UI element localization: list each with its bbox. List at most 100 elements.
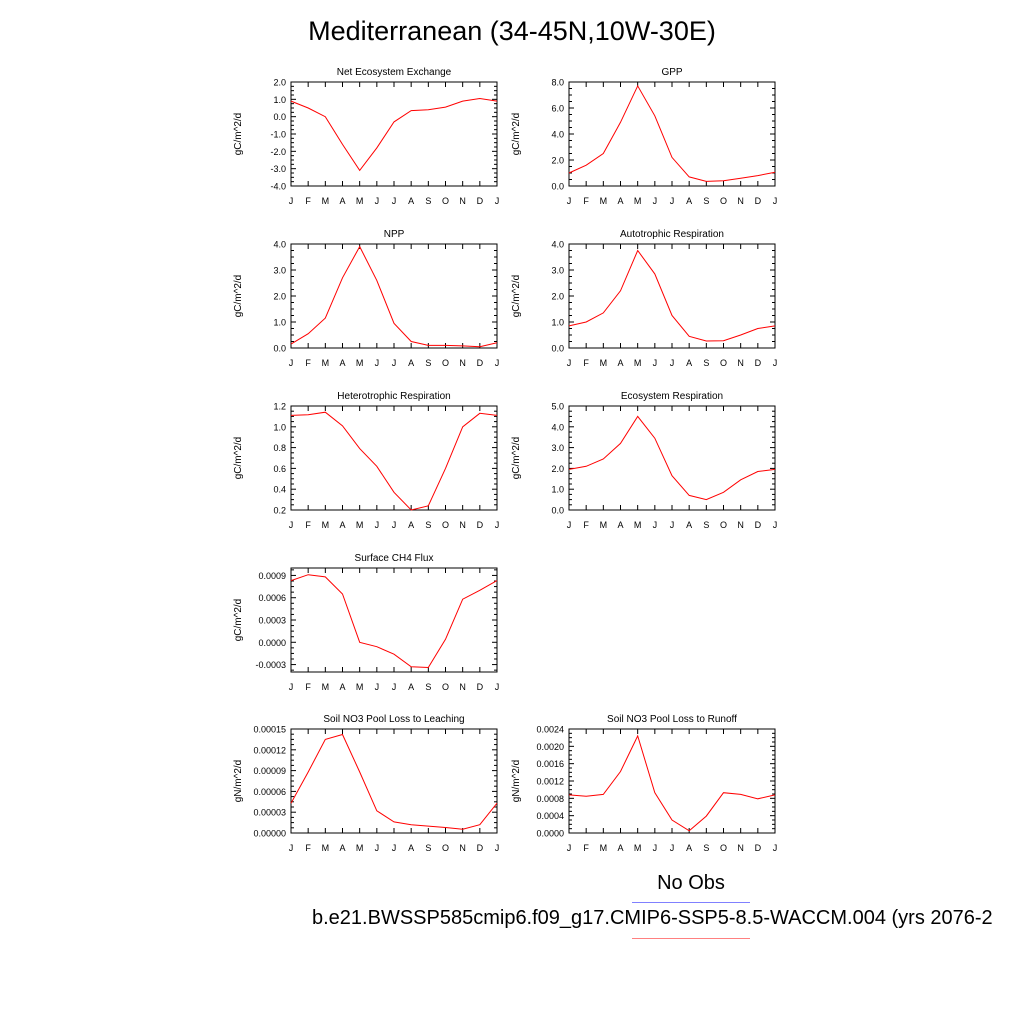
x-tick-label: M xyxy=(322,196,330,206)
y-tick-label: 0.0016 xyxy=(536,759,564,769)
chart-panel-8: Soil NO3 Pool Loss to Leaching gN/m^2/d J F… xyxy=(233,714,499,853)
x-tick-label: N xyxy=(737,843,744,853)
x-tick-label: J xyxy=(773,520,778,530)
x-tick-label: J xyxy=(653,358,658,368)
x-tick-label: D xyxy=(755,358,762,368)
plot-frame xyxy=(290,567,498,673)
x-tick-label: M xyxy=(356,843,364,853)
x-tick-label: F xyxy=(305,520,311,530)
y-tick-label: 0.00006 xyxy=(253,787,286,797)
x-tick-label: F xyxy=(583,520,589,530)
x-tick-label: N xyxy=(737,520,744,530)
x-tick-label: A xyxy=(408,196,414,206)
x-tick-label: M xyxy=(634,520,642,530)
series-line xyxy=(290,733,498,830)
x-tick-label: M xyxy=(322,520,330,530)
y-tick-label: -0.0003 xyxy=(255,660,286,670)
x-tick-label: M xyxy=(634,843,642,853)
x-tick-label: D xyxy=(477,682,484,692)
plot-frame xyxy=(290,81,498,187)
series-line xyxy=(568,415,776,501)
case-legend-line xyxy=(632,938,750,939)
y-tick-label: -3.0 xyxy=(270,164,286,174)
y-tick-label: 2.0 xyxy=(273,78,286,88)
figure-title: Mediterranean (34-45N,10W-30E) xyxy=(308,16,716,46)
y-tick-label: 3.0 xyxy=(273,266,286,276)
y-axis-label: gC/m^2/d xyxy=(233,275,244,318)
x-tick-label: D xyxy=(477,520,484,530)
x-tick-label: A xyxy=(617,520,623,530)
x-tick-label: N xyxy=(459,682,466,692)
x-tick-label: D xyxy=(477,358,484,368)
x-tick-label: M xyxy=(634,196,642,206)
y-tick-label: 4.0 xyxy=(273,240,286,250)
panel-title: Soil NO3 Pool Loss to Runoff xyxy=(607,714,737,725)
y-tick-label: 1.0 xyxy=(273,95,286,105)
y-tick-label: 0.00012 xyxy=(253,745,286,755)
x-tick-label: M xyxy=(322,358,330,368)
y-tick-label: 0.0024 xyxy=(536,725,564,735)
x-tick-label: O xyxy=(720,520,727,530)
x-tick-label: O xyxy=(442,682,449,692)
y-tick-label: 0.00015 xyxy=(253,725,286,735)
x-tick-label: A xyxy=(408,358,414,368)
plot-frame xyxy=(290,243,498,349)
panel-title: Heterotrophic Respiration xyxy=(337,391,450,402)
x-tick-label: M xyxy=(600,520,608,530)
x-tick-label: M xyxy=(322,843,330,853)
x-tick-label: A xyxy=(408,682,414,692)
x-tick-label: F xyxy=(583,358,589,368)
y-tick-label: 0.0 xyxy=(551,506,564,516)
y-axis-label: gC/m^2/d xyxy=(233,437,244,480)
y-tick-label: 0.0012 xyxy=(536,777,564,787)
y-tick-label: 0.0003 xyxy=(258,616,286,626)
plot-frame xyxy=(290,728,498,834)
x-tick-label: A xyxy=(617,843,623,853)
y-tick-label: 0.0006 xyxy=(258,593,286,603)
x-tick-label: S xyxy=(703,843,709,853)
x-tick-label: J xyxy=(567,520,572,530)
x-tick-label: J xyxy=(495,843,500,853)
x-tick-label: M xyxy=(634,358,642,368)
x-tick-label: O xyxy=(442,358,449,368)
y-tick-label: 4.0 xyxy=(551,130,564,140)
y-tick-label: 0.0009 xyxy=(258,571,286,581)
x-tick-label: D xyxy=(477,196,484,206)
x-tick-label: J xyxy=(375,682,380,692)
obs-legend-label: No Obs xyxy=(657,872,725,894)
x-tick-label: F xyxy=(305,358,311,368)
y-tick-label: 0.0 xyxy=(273,112,286,122)
plot-frame xyxy=(290,405,498,511)
x-tick-label: J xyxy=(392,196,397,206)
y-tick-label: 0.0 xyxy=(273,344,286,354)
x-tick-label: N xyxy=(737,358,744,368)
x-tick-label: A xyxy=(339,682,345,692)
y-tick-label: 1.2 xyxy=(273,402,286,412)
x-tick-label: A xyxy=(686,196,692,206)
y-tick-label: 1.0 xyxy=(551,485,564,495)
series-line xyxy=(290,245,498,348)
x-tick-label: S xyxy=(425,196,431,206)
x-tick-label: D xyxy=(477,843,484,853)
x-tick-label: J xyxy=(375,196,380,206)
x-tick-label: J xyxy=(495,682,500,692)
y-tick-label: 4.0 xyxy=(551,422,564,432)
x-tick-label: N xyxy=(459,196,466,206)
y-tick-label: 3.0 xyxy=(551,443,564,453)
x-tick-label: S xyxy=(703,358,709,368)
x-tick-label: S xyxy=(425,843,431,853)
series-line xyxy=(290,574,498,669)
y-tick-label: -4.0 xyxy=(270,182,286,192)
x-tick-label: O xyxy=(720,196,727,206)
panel-title: Surface CH4 Flux xyxy=(355,553,434,564)
panel-title: Ecosystem Respiration xyxy=(621,391,723,402)
x-tick-label: O xyxy=(442,520,449,530)
x-tick-label: N xyxy=(459,843,466,853)
x-tick-label: J xyxy=(653,520,658,530)
y-tick-label: 0.8 xyxy=(273,443,286,453)
y-tick-label: 0.2 xyxy=(273,506,286,516)
y-tick-label: 1.0 xyxy=(273,422,286,432)
